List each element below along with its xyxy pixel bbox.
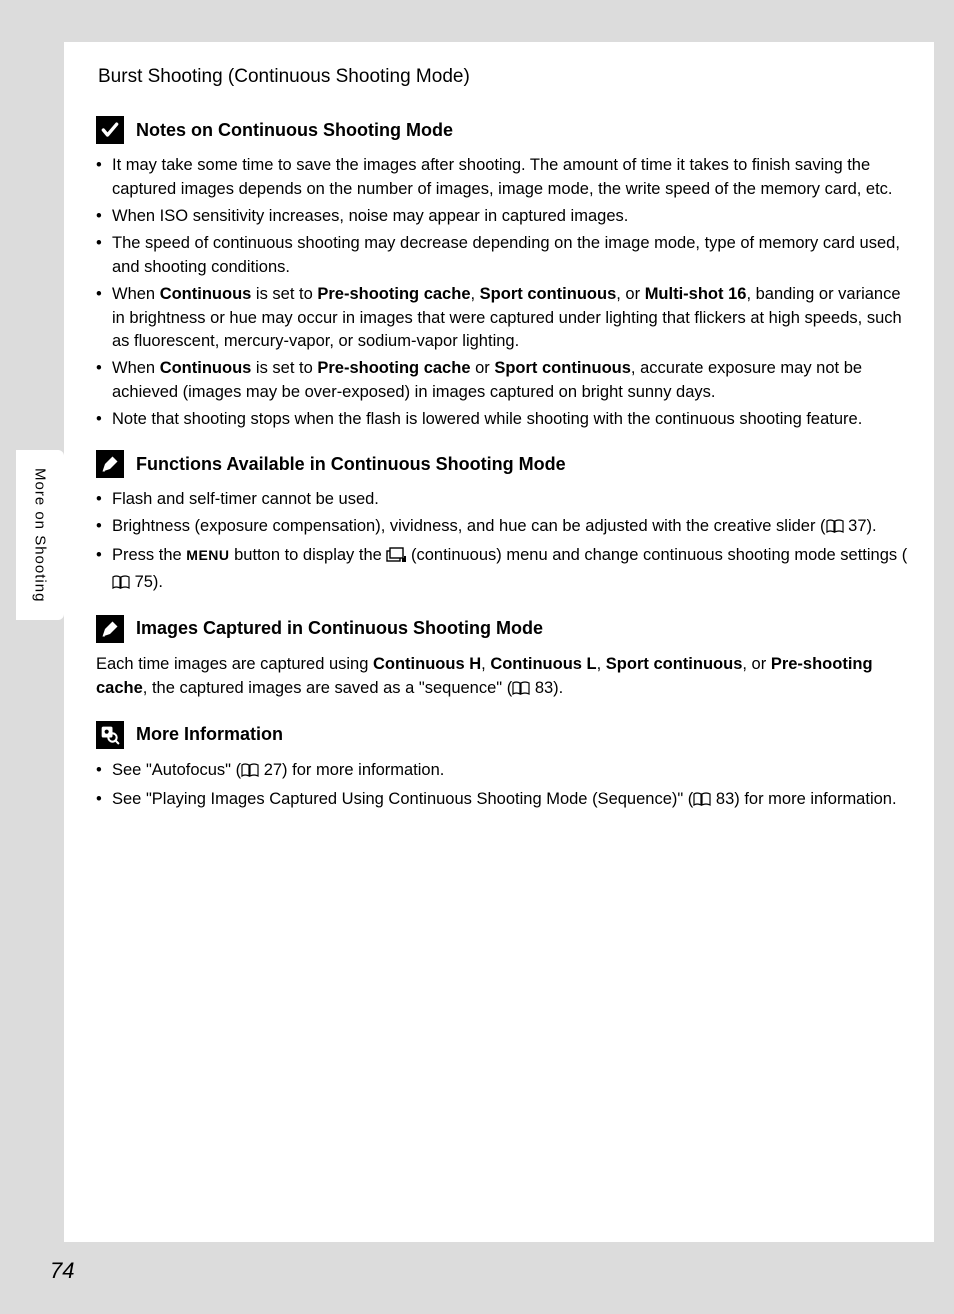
section-header: Images Captured in Continuous Shooting M… bbox=[96, 615, 912, 643]
page-title: Burst Shooting (Continuous Shooting Mode… bbox=[98, 66, 912, 88]
list-item: See "Autofocus" ( 27) for more informati… bbox=[96, 759, 912, 785]
section-title: Functions Available in Continuous Shooti… bbox=[136, 454, 566, 475]
menu-button-label: MENU bbox=[186, 547, 229, 563]
section-list: It may take some time to save the images… bbox=[96, 154, 912, 432]
page-number: 74 bbox=[50, 1258, 74, 1284]
section-title: More Information bbox=[136, 724, 283, 745]
section-list: Flash and self-timer cannot be used. Brig… bbox=[96, 488, 912, 597]
list-item: Brightness (exposure compensation), vivi… bbox=[96, 515, 912, 541]
section-header: More Information bbox=[96, 721, 912, 749]
checkmark-icon bbox=[96, 116, 124, 144]
section-paragraph: Each time images are captured using Cont… bbox=[96, 653, 912, 703]
book-ref-icon bbox=[693, 790, 711, 814]
section-list: See "Autofocus" ( 27) for more informati… bbox=[96, 759, 912, 814]
list-item: When Continuous is set to Pre-shooting c… bbox=[96, 357, 912, 405]
side-tab: More on Shooting bbox=[16, 450, 64, 620]
list-item: When Continuous is set to Pre-shooting c… bbox=[96, 283, 912, 355]
list-item: Press the MENU button to display the (co… bbox=[96, 544, 912, 597]
page-content: Burst Shooting (Continuous Shooting Mode… bbox=[64, 42, 934, 814]
manual-page: Burst Shooting (Continuous Shooting Mode… bbox=[64, 42, 934, 1242]
list-item: Note that shooting stops when the flash … bbox=[96, 408, 912, 432]
list-item: Flash and self-timer cannot be used. bbox=[96, 488, 912, 512]
list-item: It may take some time to save the images… bbox=[96, 154, 912, 202]
section-header: Notes on Continuous Shooting Mode bbox=[96, 116, 912, 144]
section-title: Images Captured in Continuous Shooting M… bbox=[136, 618, 543, 639]
section-title: Notes on Continuous Shooting Mode bbox=[136, 120, 453, 141]
pencil-icon bbox=[96, 615, 124, 643]
continuous-mode-icon bbox=[386, 547, 406, 571]
book-ref-icon bbox=[826, 517, 844, 541]
book-ref-icon bbox=[512, 679, 530, 703]
list-item: See "Playing Images Captured Using Conti… bbox=[96, 788, 912, 814]
side-tab-label: More on Shooting bbox=[32, 468, 49, 602]
book-ref-icon bbox=[112, 573, 130, 597]
list-item: When ISO sensitivity increases, noise ma… bbox=[96, 205, 912, 229]
search-icon bbox=[96, 721, 124, 749]
list-item: The speed of continuous shooting may dec… bbox=[96, 232, 912, 280]
section-header: Functions Available in Continuous Shooti… bbox=[96, 450, 912, 478]
pencil-icon bbox=[96, 450, 124, 478]
book-ref-icon bbox=[241, 761, 259, 785]
